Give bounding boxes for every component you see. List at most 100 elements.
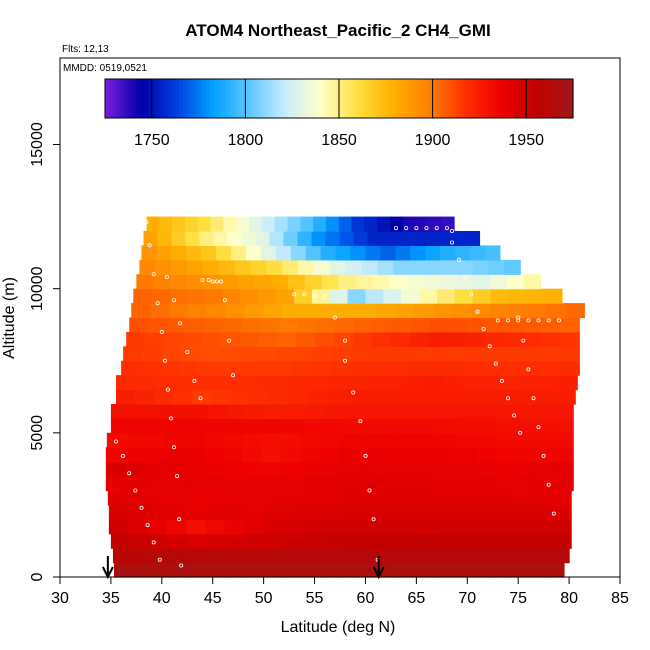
heatmap-cell [159, 360, 179, 376]
heatmap-cell [260, 317, 280, 333]
heatmap-cell [206, 303, 227, 319]
heatmap-cell [302, 533, 323, 549]
colorbar-swatch [389, 79, 395, 118]
y-tick-label: 15000 [29, 122, 46, 167]
colorbar-swatch [385, 79, 391, 118]
heatmap-cell [532, 533, 553, 549]
heatmap-cell [489, 303, 510, 319]
heatmap-cell [534, 418, 555, 434]
colorbar-swatch [483, 79, 488, 118]
heatmap-cell [466, 331, 486, 347]
heatmap-cell [292, 360, 313, 376]
heatmap-cell [250, 259, 267, 275]
heatmap-cell [281, 476, 302, 492]
heatmap-cell [416, 490, 437, 506]
heatmap-cell [147, 519, 168, 535]
heatmap-cell [203, 274, 222, 290]
heatmap-cell [391, 317, 412, 333]
heatmap-cell [553, 461, 574, 477]
heatmap-cell [149, 533, 170, 549]
heatmap-cell [201, 331, 222, 347]
flight-track-point [546, 482, 551, 487]
flight-track-point [518, 430, 523, 435]
heatmap-cell [207, 404, 228, 420]
colorbar-swatch [253, 79, 258, 118]
heatmap-cell [147, 504, 168, 520]
flight-track-point [351, 390, 356, 395]
heatmap-cell [442, 375, 463, 391]
colorbar-swatch [502, 79, 508, 118]
heatmap-cell [553, 418, 574, 434]
heatmap-cell [275, 346, 295, 362]
flight-track-point [114, 439, 119, 444]
colorbar-swatch [159, 79, 165, 118]
heatmap-cell [136, 274, 154, 290]
heatmap-cell [476, 404, 497, 420]
heatmap-cell [313, 216, 327, 232]
heatmap-cell [249, 216, 263, 232]
heatmap-cell [325, 216, 340, 232]
heatmap-cell [258, 331, 278, 347]
heatmap-cell [377, 259, 394, 275]
heatmap-cell [419, 404, 439, 420]
heatmap-cell [397, 519, 418, 535]
colorbar-swatch [202, 79, 207, 118]
heatmap-cell [436, 519, 457, 535]
heatmap-cell [226, 418, 247, 434]
colorbar-swatch [136, 79, 141, 118]
heatmap-cell [320, 562, 340, 578]
heatmap-cell [436, 548, 456, 564]
y-tick-label: 10000 [29, 266, 46, 311]
colorbar-swatch [105, 79, 110, 118]
flight-track-point [358, 419, 363, 424]
heatmap-cell [338, 562, 359, 578]
heatmap-cell [126, 331, 146, 347]
heatmap-cell [320, 461, 341, 477]
heatmap-cell [448, 317, 468, 333]
heatmap-cell [126, 432, 147, 448]
heatmap-cell [483, 360, 504, 376]
heatmap-cell [146, 216, 160, 232]
dates-label: MMDD: 0519,0521 [63, 63, 147, 74]
flight-track-point [434, 226, 439, 231]
heatmap-cell [205, 519, 226, 535]
colorbar-swatch [327, 79, 332, 118]
heatmap-cell [474, 548, 494, 564]
heatmap-cell [113, 562, 134, 578]
heatmap-cell [300, 476, 321, 492]
heatmap-cell [281, 461, 302, 477]
heatmap-cell [513, 519, 534, 535]
heatmap-cell [234, 259, 252, 275]
heatmap-cell [261, 476, 282, 492]
heatmap-cell [469, 245, 486, 261]
colorbar-swatch [276, 79, 282, 118]
heatmap-cell [432, 562, 453, 578]
heatmap-cell [371, 331, 392, 347]
colorbar-swatch [151, 79, 157, 118]
heatmap-cell [376, 303, 397, 319]
colorbar-swatch [522, 79, 527, 118]
heatmap-cell [303, 418, 324, 434]
heatmap-cell [346, 375, 367, 391]
colorbar-swatch [440, 79, 445, 118]
heatmap-cell [146, 490, 167, 506]
heatmap-cell [261, 447, 282, 463]
heatmap-cell [261, 461, 282, 477]
colorbar: 1750 1800 1850 1900 1950 [104, 78, 574, 149]
heatmap-cell [199, 346, 219, 362]
heatmap-cell [498, 389, 519, 405]
heatmap-cell [345, 389, 366, 405]
heatmap-cell [531, 548, 551, 564]
heatmap-cell [223, 216, 237, 232]
heatmap-cell [226, 404, 247, 420]
heatmap-cell [457, 418, 478, 434]
colorbar-swatch [518, 79, 523, 118]
heatmap-cell [305, 245, 322, 261]
flight-track-point [179, 563, 184, 568]
heatmap-cell [171, 231, 187, 247]
heatmap-cell [456, 259, 474, 275]
heatmap-cell [355, 274, 373, 290]
flight-track-point [178, 321, 183, 326]
heatmap-cell [493, 548, 513, 564]
colorbar-swatch [475, 79, 480, 118]
